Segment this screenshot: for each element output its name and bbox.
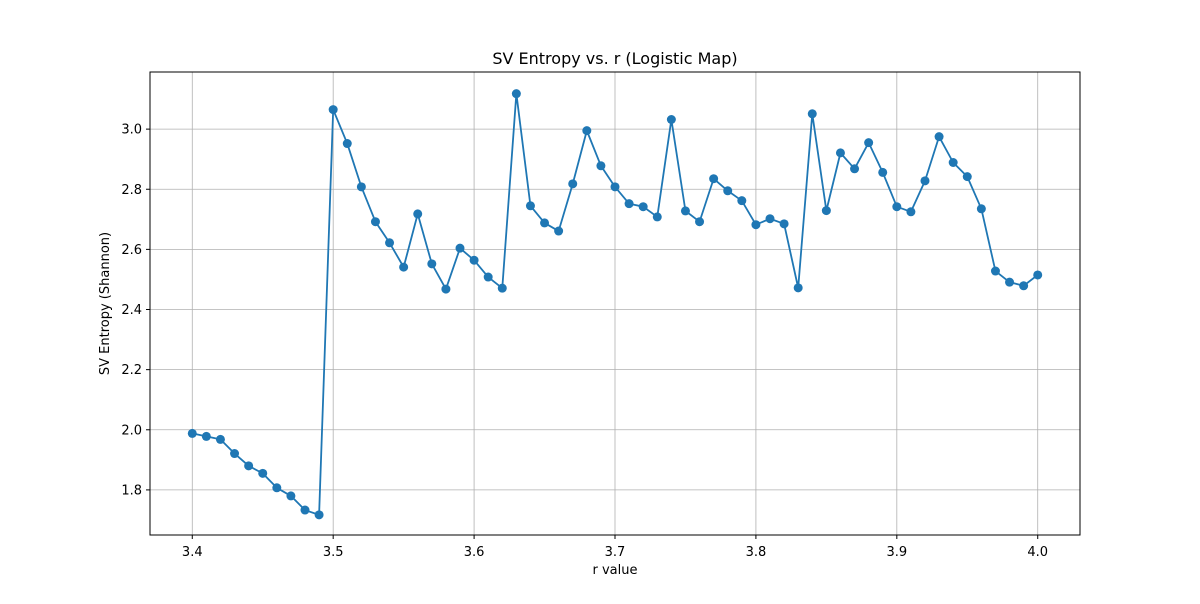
data-point bbox=[906, 207, 916, 217]
data-point bbox=[568, 179, 578, 189]
data-point bbox=[554, 226, 564, 236]
data-point bbox=[723, 186, 733, 196]
data-point bbox=[624, 199, 634, 209]
data-point bbox=[680, 206, 690, 216]
x-tick-label: 4.0 bbox=[1027, 545, 1048, 560]
data-point bbox=[1033, 270, 1043, 280]
data-point bbox=[540, 218, 550, 228]
data-point bbox=[709, 174, 719, 184]
data-point bbox=[286, 491, 296, 501]
data-point bbox=[737, 196, 747, 206]
data-point bbox=[525, 201, 535, 211]
data-point bbox=[187, 428, 197, 438]
x-tick-label: 3.7 bbox=[605, 545, 626, 560]
data-point bbox=[328, 105, 338, 115]
y-tick-label: 2.2 bbox=[121, 363, 142, 378]
data-point bbox=[1019, 281, 1029, 291]
data-point bbox=[244, 461, 254, 471]
data-point bbox=[215, 434, 225, 444]
x-axis-title: r value bbox=[593, 563, 638, 578]
y-tick-label: 2.0 bbox=[121, 423, 142, 438]
data-point bbox=[666, 115, 676, 125]
data-point bbox=[948, 157, 958, 167]
data-point bbox=[497, 283, 507, 293]
y-tick-label: 1.8 bbox=[121, 483, 142, 498]
data-point bbox=[469, 255, 479, 265]
data-series bbox=[187, 89, 1043, 520]
data-point bbox=[441, 284, 451, 294]
data-point bbox=[413, 209, 423, 219]
data-point bbox=[201, 431, 211, 441]
data-point bbox=[652, 212, 662, 222]
data-point bbox=[638, 202, 648, 212]
data-point bbox=[793, 283, 803, 293]
data-point bbox=[807, 109, 817, 119]
data-point bbox=[821, 206, 831, 216]
data-point bbox=[455, 243, 465, 253]
data-point bbox=[356, 182, 366, 192]
data-point bbox=[765, 214, 775, 224]
axis-ticks: 3.4 3.5 3.6 3.7 3.8 3.9 4.0 1.8 2.0 2.2 2.4 2.6 2.8 3… bbox=[121, 123, 1048, 560]
data-point bbox=[1005, 277, 1015, 287]
data-point bbox=[230, 449, 240, 459]
data-point bbox=[272, 483, 282, 493]
x-tick-label: 3.4 bbox=[182, 545, 203, 560]
data-point bbox=[511, 89, 521, 99]
data-point bbox=[399, 262, 409, 272]
x-tick-label: 3.8 bbox=[746, 545, 767, 560]
chart-title: SV Entropy vs. r (Logistic Map) bbox=[492, 49, 737, 68]
data-point bbox=[779, 219, 789, 229]
data-point bbox=[990, 266, 1000, 276]
data-point bbox=[427, 259, 437, 269]
data-point bbox=[976, 204, 986, 214]
data-point bbox=[610, 182, 620, 192]
data-point bbox=[314, 510, 324, 520]
y-axis-title: SV Entropy (Shannon) bbox=[98, 232, 113, 375]
y-tick-label: 2.4 bbox=[121, 303, 142, 318]
data-point bbox=[695, 217, 705, 227]
data-point bbox=[751, 220, 761, 230]
data-point bbox=[582, 126, 592, 136]
y-tick-label: 2.6 bbox=[121, 243, 142, 258]
x-tick-label: 3.6 bbox=[464, 545, 485, 560]
x-tick-label: 3.5 bbox=[323, 545, 344, 560]
data-point bbox=[370, 217, 380, 227]
data-point bbox=[892, 202, 902, 212]
data-point bbox=[300, 505, 310, 515]
data-point bbox=[850, 164, 860, 174]
data-point bbox=[596, 161, 606, 171]
data-point bbox=[920, 176, 930, 186]
data-point bbox=[962, 172, 972, 182]
data-point bbox=[483, 272, 493, 282]
data-point bbox=[878, 167, 888, 177]
data-point bbox=[934, 132, 944, 142]
data-point bbox=[385, 238, 395, 248]
x-tick-label: 3.9 bbox=[886, 545, 907, 560]
data-point bbox=[864, 138, 874, 148]
data-point bbox=[258, 468, 268, 478]
data-point bbox=[835, 148, 845, 158]
y-tick-label: 3.0 bbox=[121, 123, 142, 138]
data-point bbox=[342, 139, 352, 149]
y-tick-label: 2.8 bbox=[121, 183, 142, 198]
